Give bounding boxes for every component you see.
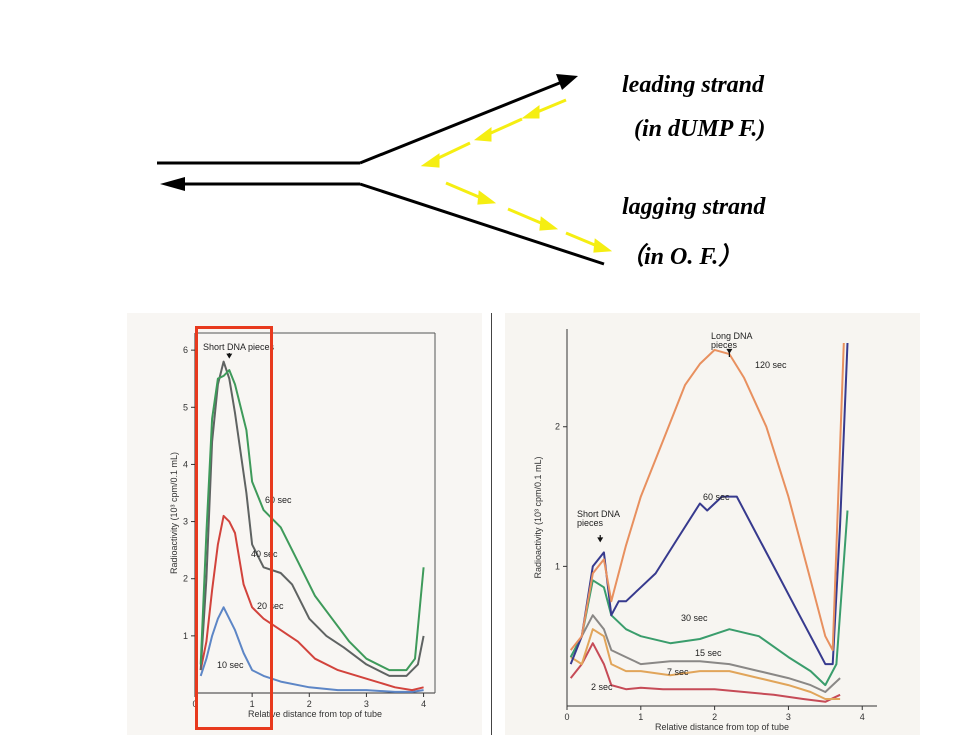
right-annotation: pieces (711, 340, 738, 350)
right-series-label: 30 sec (681, 613, 708, 623)
right-series-label: 60 sec (703, 492, 730, 502)
right-annotation-arrowhead (726, 348, 733, 354)
left-y-tick-label: 3 (183, 517, 188, 527)
replication-fork-diagram (157, 74, 613, 266)
left-series-label: 10 sec (217, 660, 244, 670)
left-series-label: 40 sec (251, 549, 278, 559)
right-annotation: Long DNA (711, 331, 753, 341)
left-series-line-20-sec (199, 514, 424, 692)
left-y-tick-label: 5 (183, 402, 188, 412)
short-dna-highlight-box (195, 326, 273, 730)
lagging-strand-label: lagging strand (622, 194, 766, 220)
right-series-label: 2 sec (591, 682, 613, 692)
right-series-line-60-sec (569, 342, 849, 666)
left-series-label: 60 sec (265, 495, 292, 505)
right-series-line-30-sec (569, 510, 849, 687)
lagging-strand-sublabel: （in O. F.） (620, 244, 743, 270)
lagging-strand-dashes (445, 181, 613, 253)
left-annotation: Short DNA pieces (203, 342, 275, 352)
right-y-tick-label: 2 (555, 422, 560, 432)
right-series-label: 120 sec (755, 360, 787, 370)
right-x-axis-label: Relative distance from top of tube (655, 722, 789, 732)
right-annotation: Short DNA (577, 509, 620, 519)
right-x-tick-label: 3 (786, 712, 791, 722)
left-y-tick-label: 2 (183, 574, 188, 584)
left-chart-panel: 0 1 2 3 4 1 2 3 4 5 6 Relative distance from top of… (127, 313, 482, 735)
right-y-axis-label: Radioactivity (10³ cpm/0.1 mL) (533, 456, 543, 578)
leading-strand-label: leading strand (622, 72, 765, 98)
left-y-tick-label: 6 (183, 345, 188, 355)
right-x-tick-label: 1 (638, 712, 643, 722)
right-series-line-120-sec (569, 342, 845, 652)
left-y-tick-label: 4 (183, 459, 188, 469)
right-y-tick-label: 1 (555, 561, 560, 571)
right-series-line-2-sec (569, 642, 841, 703)
right-series-line-15-sec (569, 614, 841, 693)
left-x-tick-label: 2 (307, 699, 312, 709)
left-x-tick-label: 3 (364, 699, 369, 709)
left-y-axis-label: Radioactivity (10³ cpm/0.1 mL) (169, 452, 179, 574)
left-series-line-10-sec (199, 606, 424, 693)
right-x-tick-label: 4 (860, 712, 865, 722)
leading-strand-sublabel: (in dUMP F.) (634, 116, 766, 142)
left-y-tick-label: 1 (183, 631, 188, 641)
left-x-tick-label: 1 (250, 699, 255, 709)
left-x-axis-label: Relative distance from top of tube (248, 709, 382, 719)
lagging-template-strand (359, 182, 605, 266)
leading-strand-dashes (420, 98, 567, 168)
parental-arrowhead-left (160, 177, 185, 191)
right-series-label: 15 sec (695, 648, 722, 658)
leading-template-strand (359, 80, 563, 165)
right-series-label: 7 sec (667, 667, 689, 677)
right-annotation: pieces (577, 518, 604, 528)
leading-arrowhead (556, 74, 578, 90)
right-x-tick-label: 2 (712, 712, 717, 722)
left-x-tick-label: 4 (421, 699, 426, 709)
right-annotation-arrowhead (597, 537, 604, 543)
panel-divider (491, 313, 492, 735)
right-series-line-7-sec (570, 628, 841, 700)
right-x-tick-label: 0 (564, 712, 569, 722)
right-chart-panel: 0 1 2 3 4 1 2 Relative distance from top of tub… (505, 313, 920, 735)
left-annotation-arrowhead (226, 353, 233, 359)
